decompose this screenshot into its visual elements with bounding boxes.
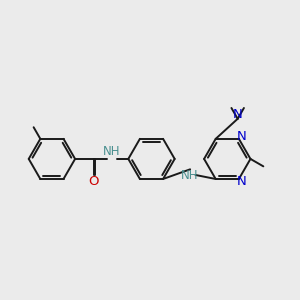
Text: NH: NH (103, 145, 121, 158)
Text: O: O (88, 175, 99, 188)
Text: N: N (237, 175, 247, 188)
Text: NH: NH (182, 169, 199, 182)
Text: N: N (237, 130, 247, 143)
Text: N: N (233, 108, 243, 122)
